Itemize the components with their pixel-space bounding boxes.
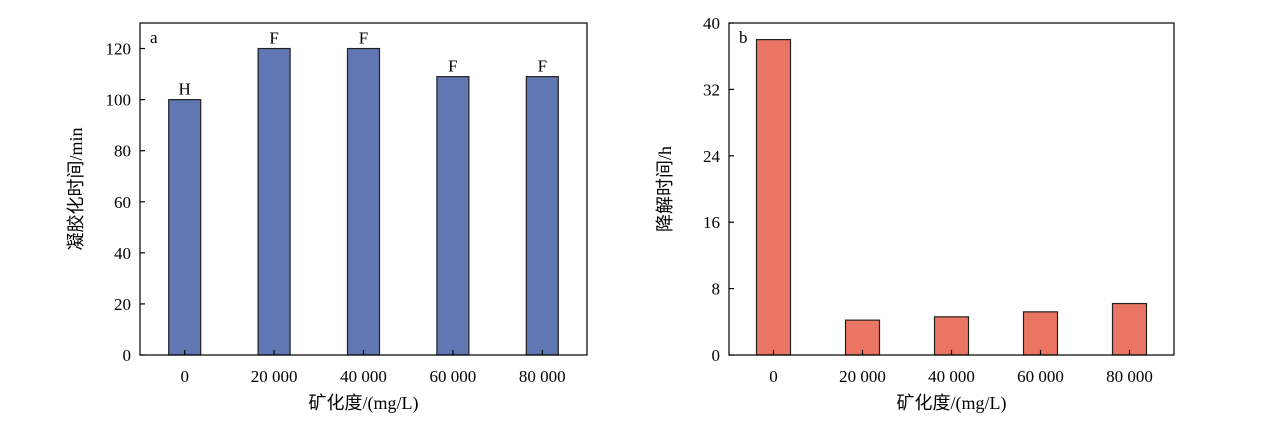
x-tick-label-3: 60 000 xyxy=(430,367,477,386)
y-tick-label-1: 20 xyxy=(114,295,131,314)
panel-letter: b xyxy=(739,28,748,47)
x-tick-label-2: 40 000 xyxy=(340,367,387,386)
panel-letter: a xyxy=(150,28,158,47)
bar-1 xyxy=(844,319,881,356)
y-tick-label-5: 40 xyxy=(703,14,720,33)
bar-2 xyxy=(346,47,381,356)
chart-panel-b: 0 8 16 24 32 40 0 20 000 40 000 60 000 80 000 b 矿化度/… xyxy=(655,14,1175,414)
bar-label-4: F xyxy=(538,57,547,76)
y-tick-label-4: 80 xyxy=(114,142,131,161)
y-axis-label: 凝胶化时间/min xyxy=(66,127,86,250)
x-tick-label-0: 0 xyxy=(769,367,778,386)
y-tick-label-3: 60 xyxy=(114,193,131,212)
x-axis-label: 矿化度/(mg/L) xyxy=(897,393,1007,414)
x-tick-label-1: 20 000 xyxy=(839,367,886,386)
y-tick-label-1: 8 xyxy=(712,280,721,299)
y-tick-label-4: 32 xyxy=(703,80,720,99)
bar-3 xyxy=(1022,311,1059,356)
x-tick-label-1: 20 000 xyxy=(251,367,298,386)
bar-label-0: H xyxy=(179,80,191,99)
x-tick-label-2: 40 000 xyxy=(928,367,975,386)
y-tick-label-3: 24 xyxy=(703,147,721,166)
y-tick-label-2: 16 xyxy=(703,213,720,232)
x-tick-label-4: 80 000 xyxy=(1106,367,1153,386)
bar-label-1: F xyxy=(269,29,278,48)
plot-frame xyxy=(728,22,1175,356)
bar-2 xyxy=(933,316,970,356)
y-tick-label-0: 0 xyxy=(123,346,132,365)
x-axis-label: 矿化度/(mg/L) xyxy=(309,393,419,414)
bar-4 xyxy=(525,76,559,356)
bar-1 xyxy=(257,47,291,356)
x-tick-label-4: 80 000 xyxy=(519,367,566,386)
y-axis-label: 降解时间/h xyxy=(655,146,675,232)
y-tick-label-5: 100 xyxy=(106,91,132,110)
bar-0 xyxy=(168,99,202,356)
bar-3 xyxy=(436,76,470,356)
bar-label-2: F xyxy=(359,29,368,48)
x-tick-label-0: 0 xyxy=(180,367,189,386)
bar-0 xyxy=(755,38,792,356)
y-tick-label-6: 120 xyxy=(106,40,132,59)
chart-panel-a: H F F F F 0 20 40 60 80 100 120 0 20 000 40 000 60 000 8… xyxy=(66,22,588,414)
y-tick-label-0: 0 xyxy=(712,346,721,365)
bar-4 xyxy=(1111,302,1148,356)
y-tick-label-2: 40 xyxy=(114,244,131,263)
bar-label-3: F xyxy=(448,57,457,76)
x-tick-label-3: 60 000 xyxy=(1017,367,1064,386)
